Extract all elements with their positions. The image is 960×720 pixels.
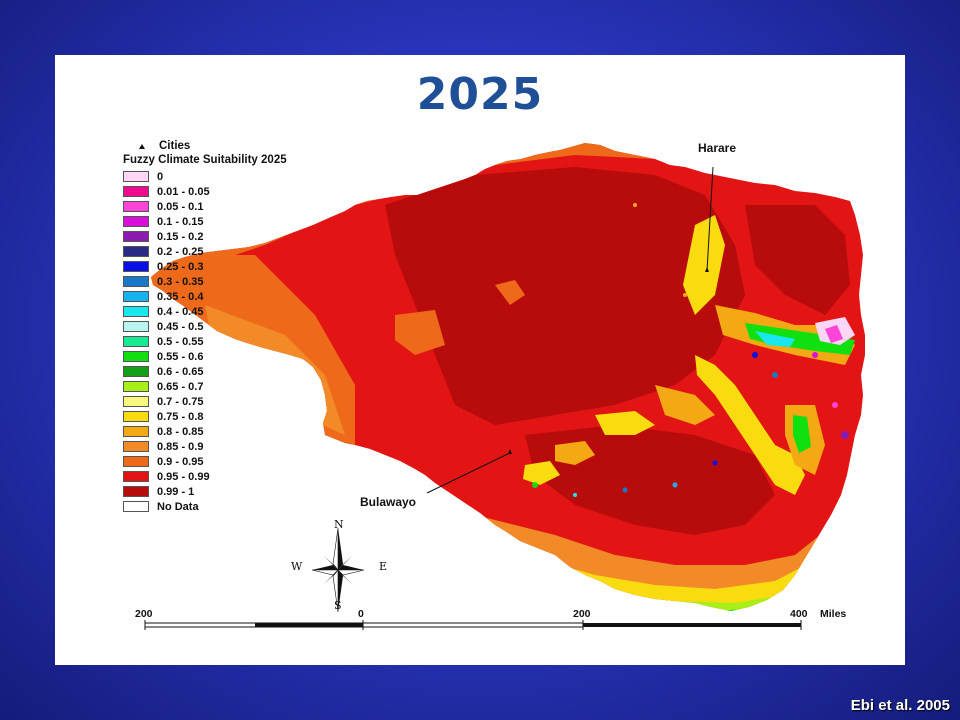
legend-swatch <box>123 231 149 242</box>
legend-swatch <box>123 261 149 272</box>
legend-items: 0 0.01 - 0.05 0.05 - 0.1 0.1 - 0.15 0.15 - 0… <box>123 169 363 514</box>
legend-item: 0.3 - 0.35 <box>123 274 363 289</box>
city-marker-harare-icon <box>705 267 709 272</box>
legend-cities: Cities <box>123 139 363 153</box>
city-marker-bulawayo-icon <box>508 449 512 454</box>
scale-tick-label: 200 <box>135 608 153 620</box>
legend-swatch <box>123 411 149 422</box>
legend-item: 0.4 - 0.45 <box>123 304 363 319</box>
city-label-harare: Harare <box>698 141 737 155</box>
legend-swatch <box>123 216 149 227</box>
legend-item: 0.55 - 0.6 <box>123 349 363 364</box>
compass-e-label: E <box>379 560 388 573</box>
legend-item: 0.25 - 0.3 <box>123 259 363 274</box>
legend-item-label: 0.4 - 0.45 <box>157 305 204 318</box>
legend-item-label: 0.99 - 1 <box>157 485 195 498</box>
citation: Ebi et al. 2005 <box>850 697 950 714</box>
legend-item: 0.45 - 0.5 <box>123 319 363 334</box>
legend-item: 0.2 - 0.25 <box>123 244 363 259</box>
legend-item: 0.99 - 1 <box>123 484 363 499</box>
legend-item-label: 0.01 - 0.05 <box>157 185 210 198</box>
scale-tick-label: 0 <box>358 608 364 620</box>
legend-item: 0.65 - 0.7 <box>123 379 363 394</box>
legend-item-label: 0.2 - 0.25 <box>157 245 204 258</box>
legend-item-label: 0.7 - 0.75 <box>157 395 204 408</box>
compass-rose-icon <box>311 527 365 613</box>
map-panel: 2025 <box>55 55 905 665</box>
legend-item: 0.35 - 0.4 <box>123 289 363 304</box>
legend-item-label: 0.55 - 0.6 <box>157 350 204 363</box>
legend-item-label: 0.95 - 0.99 <box>157 470 210 483</box>
legend-item-label: 0.15 - 0.2 <box>157 230 204 243</box>
legend-item: 0 <box>123 169 363 184</box>
city-triangle-icon <box>139 143 145 149</box>
scale-tick-label: 400 <box>790 608 808 620</box>
legend-item: 0.6 - 0.65 <box>123 364 363 379</box>
legend-swatch <box>123 336 149 347</box>
legend-item-label: 0.8 - 0.85 <box>157 425 204 438</box>
legend-item-label: 0.85 - 0.9 <box>157 440 204 453</box>
legend-item: 0.1 - 0.15 <box>123 214 363 229</box>
legend-item-label: 0.65 - 0.7 <box>157 380 204 393</box>
legend-item-label: 0.5 - 0.55 <box>157 335 204 348</box>
legend-item: 0.75 - 0.8 <box>123 409 363 424</box>
scale-tick-label: 200 <box>573 608 591 620</box>
legend-swatch <box>123 456 149 467</box>
legend-swatch <box>123 276 149 287</box>
legend-swatch <box>123 501 149 512</box>
legend-item: 0.01 - 0.05 <box>123 184 363 199</box>
legend-swatch <box>123 306 149 317</box>
legend-swatch <box>123 396 149 407</box>
legend-swatch <box>123 171 149 182</box>
legend-item-label: 0.1 - 0.15 <box>157 215 204 228</box>
legend-swatch <box>123 291 149 302</box>
legend-swatch <box>123 381 149 392</box>
legend-cities-label: Cities <box>159 140 191 152</box>
legend-swatch <box>123 426 149 437</box>
legend-item: 0.8 - 0.85 <box>123 424 363 439</box>
city-bulawayo <box>426 449 512 494</box>
legend-swatch <box>123 201 149 212</box>
legend-item: 0.15 - 0.2 <box>123 229 363 244</box>
legend-item-label: 0.25 - 0.3 <box>157 260 204 273</box>
legend-item: 0.85 - 0.9 <box>123 439 363 454</box>
legend-item: 0.7 - 0.75 <box>123 394 363 409</box>
legend-item-label: 0 <box>157 170 164 183</box>
legend-swatch <box>123 186 149 197</box>
map-canvas <box>144 143 865 630</box>
legend-item-label: 0.45 - 0.5 <box>157 320 204 333</box>
compass-w-label: W <box>291 560 303 573</box>
legend-swatch <box>123 366 149 377</box>
compass-n-label: N <box>334 518 344 531</box>
legend-swatch <box>123 246 149 257</box>
legend-swatch <box>123 321 149 332</box>
legend-swatch <box>123 471 149 482</box>
legend-item-label: 0.9 - 0.95 <box>157 455 204 468</box>
legend-item-label: 0.35 - 0.4 <box>157 290 204 303</box>
legend-item: No Data <box>123 499 363 514</box>
legend-item-label: No Data <box>157 500 199 513</box>
legend-swatch <box>123 486 149 497</box>
legend-item: 0.95 - 0.99 <box>123 469 363 484</box>
legend-item-label: 0.3 - 0.35 <box>157 275 204 288</box>
legend-swatch <box>123 441 149 452</box>
legend-item: 0.5 - 0.55 <box>123 334 363 349</box>
compass-s-label: S <box>334 599 342 612</box>
legend-swatch <box>123 351 149 362</box>
legend-item-label: 0.05 - 0.1 <box>157 200 204 213</box>
suitability-surface <box>151 143 865 611</box>
city-harare <box>705 166 714 272</box>
slide-title: 2025 <box>416 69 544 120</box>
legend-item-label: 0.75 - 0.8 <box>157 410 204 423</box>
legend-item: 0.05 - 0.1 <box>123 199 363 214</box>
legend-item-label: 0.6 - 0.65 <box>157 365 204 378</box>
city-label-bulawayo: Bulawayo <box>360 495 417 509</box>
legend-item: 0.9 - 0.95 <box>123 454 363 469</box>
legend-title: Fuzzy Climate Suitability 2025 <box>123 154 287 166</box>
scale-bar <box>144 620 802 630</box>
scale-unit-label: Miles <box>820 608 847 620</box>
